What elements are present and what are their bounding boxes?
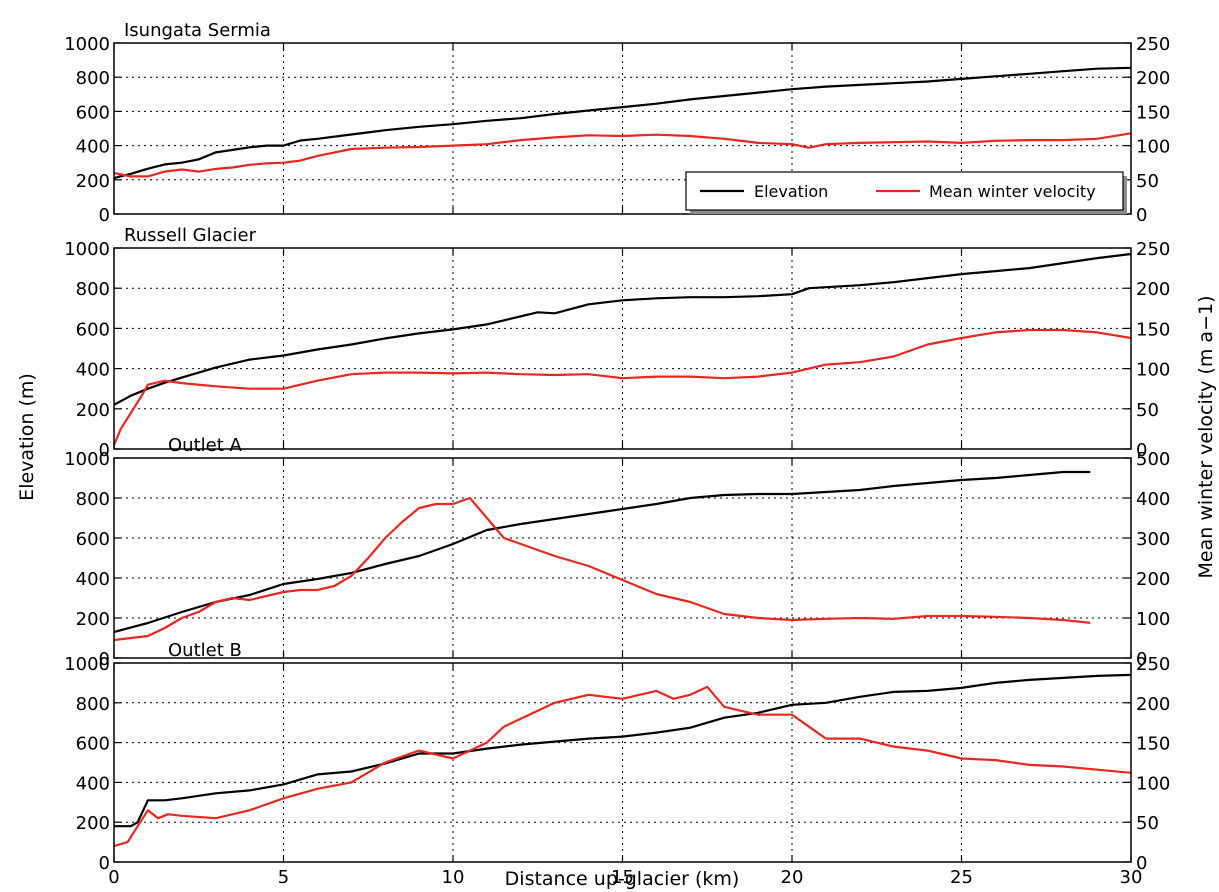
right-y-tick-label: 0 — [1136, 853, 1147, 874]
panel-title: Isungata Sermia — [124, 20, 271, 41]
right-y-tick-label: 500 — [1136, 449, 1170, 470]
left-y-tick-label: 400 — [76, 773, 110, 794]
left-y-tick-label: 800 — [76, 279, 110, 300]
left-y-tick-label: 1000 — [64, 34, 110, 55]
series-line-velocity — [113, 496, 1091, 642]
left-y-tick-label: 1000 — [64, 239, 110, 260]
x-tick-label: 5 — [278, 867, 289, 888]
right-y-tick-label: 250 — [1136, 654, 1170, 675]
left-y-tick-label: 1000 — [64, 654, 110, 675]
left-y-tick-label: 600 — [76, 319, 110, 340]
left-y-tick-label: 800 — [76, 68, 110, 89]
left-y-tick-label: 200 — [76, 400, 110, 421]
x-axis: 0 5 10 15 20 25 30 — [108, 867, 1142, 888]
series-line-velocity — [112, 328, 1132, 446]
left-y-tick-label: 0 — [99, 649, 110, 670]
panel-title: Outlet B — [168, 640, 242, 661]
right-y-tick-label: 150 — [1136, 319, 1170, 340]
right-y-tick-label: 50 — [1136, 813, 1159, 834]
left-y-axis-label: Elevation (m) — [16, 373, 38, 501]
series-line-elevation — [114, 673, 1132, 828]
right-y-tick-label: 100 — [1136, 609, 1170, 630]
panel-2: 0 200 400 600 800 1000 0 50 100 150 200 250 Russell … — [64, 225, 1170, 461]
left-y-tick-label: 0 — [99, 440, 110, 461]
left-y-tick-label: 400 — [76, 360, 110, 381]
right-y-tick-label: 200 — [1136, 569, 1170, 590]
right-y-tick-label: 0 — [1136, 649, 1147, 670]
left-y-tick-label: 200 — [76, 171, 110, 192]
x-tick-label: 20 — [781, 867, 804, 888]
left-y-tick-label: 600 — [76, 529, 110, 550]
series-line-elevation — [113, 66, 1132, 180]
right-y-axis-label: Mean winter velocity (m a−1) — [1195, 296, 1217, 579]
right-y-tick-label: 0 — [1136, 440, 1147, 461]
x-tick-label: 0 — [108, 867, 119, 888]
left-y-tick-label: 600 — [76, 102, 110, 123]
left-y-tick-label: 1000 — [64, 449, 110, 470]
right-y-tick-label: 50 — [1136, 400, 1159, 421]
right-y-tick-label: 200 — [1136, 694, 1170, 715]
right-y-tick-label: 100 — [1136, 773, 1170, 794]
legend-label-velocity: Mean winter velocity — [929, 182, 1096, 201]
right-y-tick-label: 250 — [1136, 34, 1170, 55]
legend-label-elevation: Elevation — [754, 182, 828, 201]
panel-3: 020040060080010000100200300400500Outlet … — [64, 435, 1170, 670]
right-y-tick-label: 200 — [1136, 68, 1170, 89]
left-y-tick-label: 200 — [76, 609, 110, 630]
right-y-tick-label: 300 — [1136, 529, 1170, 550]
right-y-tick-label: 200 — [1136, 279, 1170, 300]
right-y-tick-label: 150 — [1136, 734, 1170, 755]
x-tick-label: 30 — [1120, 867, 1143, 888]
legend: Elevation Mean winter velocity — [685, 171, 1127, 214]
panel-title: Outlet A — [168, 435, 242, 456]
left-y-tick-label: 0 — [99, 853, 110, 874]
series-line-velocity — [113, 685, 1132, 848]
series-line-velocity — [113, 132, 1132, 178]
x-tick-label: 25 — [950, 867, 973, 888]
series-line-elevation — [113, 470, 1091, 634]
right-y-tick-label: 100 — [1136, 137, 1170, 158]
left-y-tick-label: 800 — [76, 694, 110, 715]
right-y-tick-label: 150 — [1136, 102, 1170, 123]
series-line-elevation — [113, 252, 1132, 406]
right-y-tick-label: 50 — [1136, 171, 1159, 192]
left-y-tick-label: 400 — [76, 137, 110, 158]
right-y-tick-label: 400 — [1136, 489, 1170, 510]
left-y-tick-label: 400 — [76, 569, 110, 590]
left-y-tick-label: 800 — [76, 489, 110, 510]
right-y-tick-label: 250 — [1136, 239, 1170, 260]
left-y-tick-label: 0 — [99, 205, 110, 226]
right-y-tick-label: 0 — [1136, 205, 1147, 226]
x-axis-label: Distance up-glacier (km) — [505, 868, 740, 890]
left-y-tick-label: 600 — [76, 734, 110, 755]
right-y-tick-label: 100 — [1136, 360, 1170, 381]
x-tick-label: 10 — [442, 867, 465, 888]
left-y-tick-label: 200 — [76, 813, 110, 834]
panel-title: Russell Glacier — [124, 225, 257, 246]
x-tick-label: 15 — [611, 867, 634, 888]
